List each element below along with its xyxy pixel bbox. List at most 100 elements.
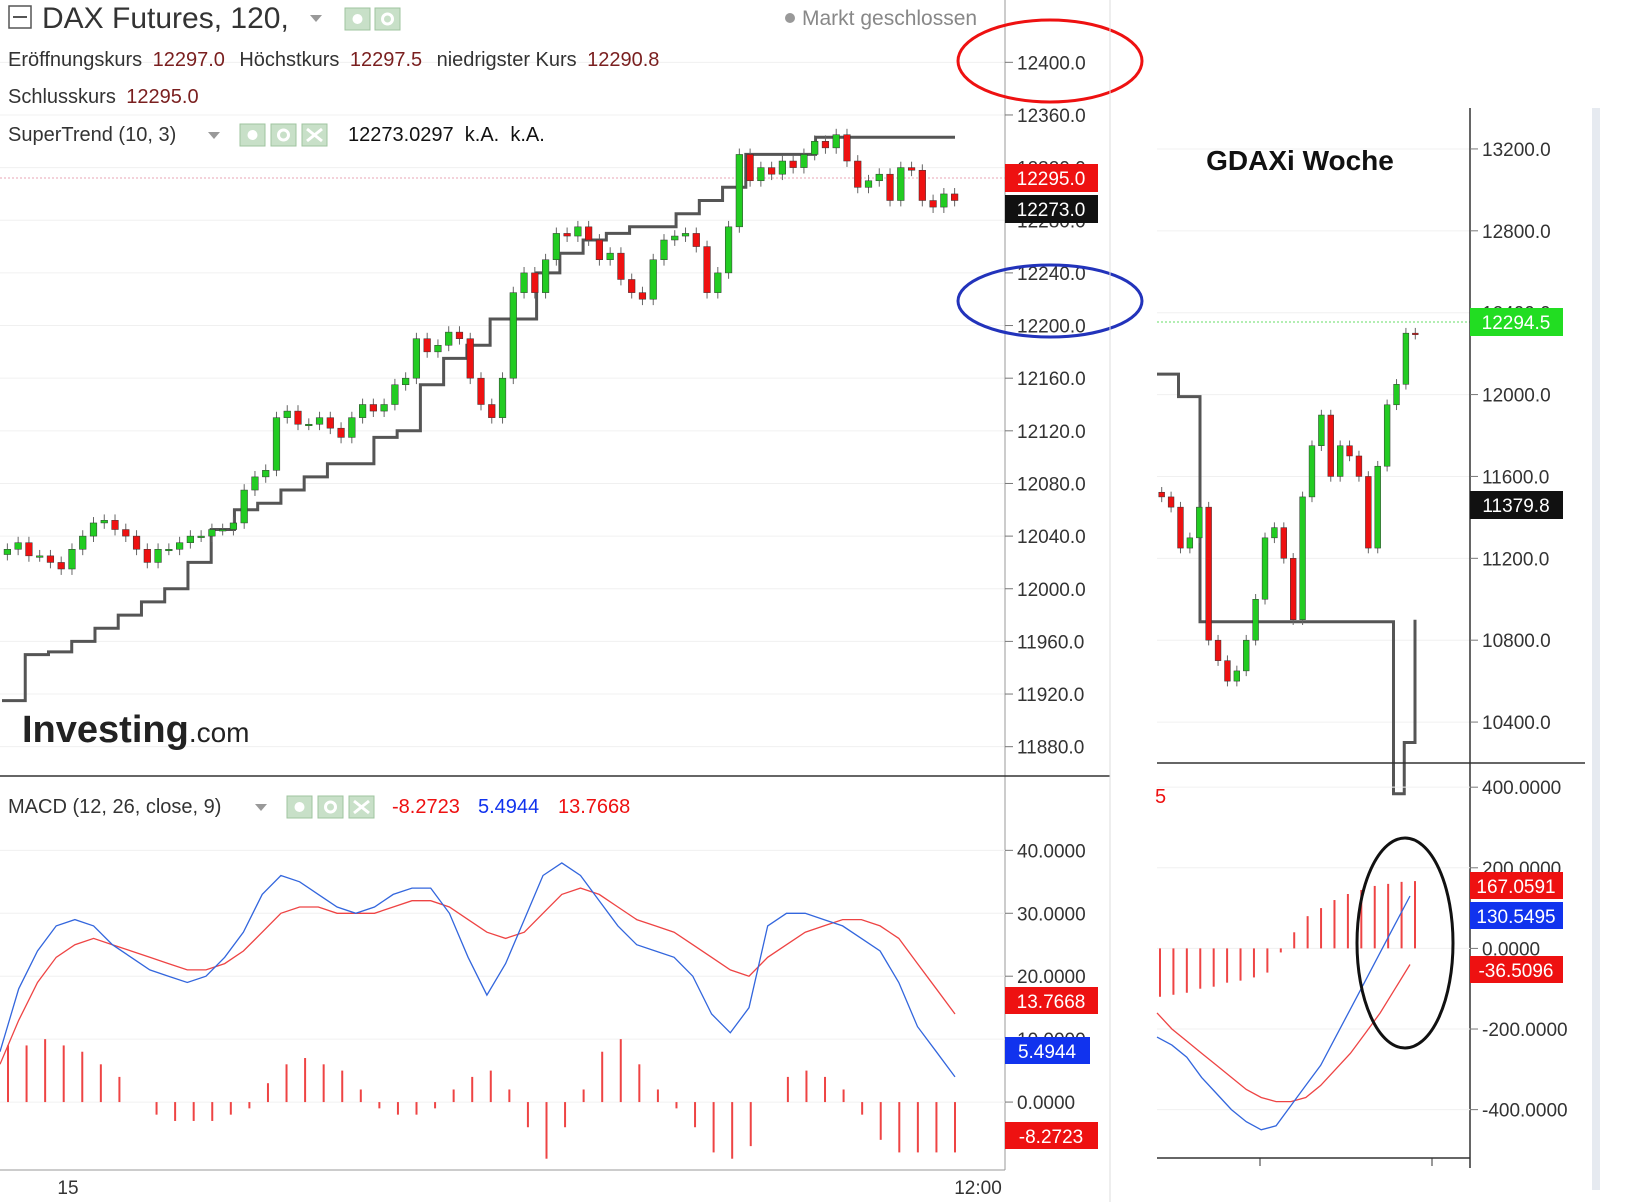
- symbol-title[interactable]: DAX Futures, 120,: [42, 2, 289, 35]
- supertrend-badge: 12273.0: [1017, 200, 1086, 221]
- weekly-title: GDAXi Woche: [1206, 145, 1394, 176]
- macd-value-2: 5.4944: [478, 796, 539, 818]
- main-candle: [606, 252, 614, 260]
- weekly-badge-macd: 130.5495: [1476, 907, 1555, 928]
- main-candle: [628, 279, 636, 293]
- weekly-candle: [1243, 639, 1250, 672]
- main-candle: [423, 338, 431, 353]
- main-candle: [918, 169, 926, 201]
- main-candle: [541, 259, 550, 293]
- main-tick-label: 11960.0: [1017, 632, 1084, 653]
- macd-badge-signal-bg: [1005, 987, 1098, 1014]
- main-candle: [326, 417, 334, 429]
- weekly-candle: [1412, 332, 1419, 335]
- main-candle: [434, 345, 442, 353]
- macd-badge-hist: -8.2723: [1019, 1127, 1083, 1148]
- macd-eye-icon[interactable]: [286, 795, 313, 819]
- main-candle: [57, 562, 65, 570]
- main-candle: [789, 160, 797, 168]
- main-candles: [3, 128, 959, 575]
- main-candle: [445, 331, 453, 346]
- main-tick-label: 12200.0: [1017, 317, 1086, 338]
- main-candle: [251, 476, 259, 491]
- weekly-candle: [1158, 491, 1165, 498]
- supertrend-close-icon[interactable]: [301, 123, 328, 147]
- supertrend-badge-bg: [1005, 195, 1098, 223]
- collapse-icon[interactable]: [8, 5, 32, 29]
- weekly-macd-line: [1156, 895, 1411, 1131]
- weekly-candle: [1252, 599, 1259, 641]
- main-candle: [79, 535, 87, 550]
- weekly-candle: [1308, 445, 1316, 498]
- macd-value-3: 13.7668: [558, 796, 630, 818]
- close-line: Schlusskurs 12295.0: [8, 86, 199, 108]
- main-candle: [272, 417, 281, 471]
- ohlc-line: Eröffnungskurs 12297.0 Höchstkurs 12297.…: [8, 49, 659, 71]
- main-candle: [800, 154, 808, 168]
- open-label: Eröffnungskurs: [8, 49, 142, 71]
- weekly-tick-label: 10400.0: [1482, 713, 1551, 734]
- main-candle: [886, 173, 894, 201]
- main-candle: [929, 200, 937, 208]
- supertrend-line: [2, 135, 955, 703]
- high-value: 12297.5: [350, 49, 422, 71]
- main-candle: [305, 423, 313, 426]
- main-tick-label: 12040.0: [1017, 527, 1086, 548]
- weekly-grid: [1157, 148, 1470, 723]
- main-candle: [757, 167, 765, 182]
- main-candle: [477, 377, 485, 405]
- main-candle: [143, 549, 151, 563]
- main-candle: [595, 239, 603, 260]
- main-candle: [531, 272, 539, 293]
- eye-icon[interactable]: [344, 7, 371, 31]
- main-candle: [208, 529, 216, 537]
- macd-close-icon[interactable]: [348, 795, 375, 819]
- main-candle: [498, 377, 507, 418]
- macd-line: [0, 862, 956, 1078]
- weekly-tick-label: 10800.0: [1482, 631, 1551, 652]
- macd-badge-macd-bg: [1005, 1037, 1090, 1064]
- gear-icon[interactable]: [374, 7, 401, 31]
- supertrend-eye-icon[interactable]: [239, 123, 266, 147]
- main-candle: [111, 520, 119, 530]
- supertrend-chevron-down-icon[interactable]: [208, 132, 220, 139]
- supertrend-label[interactable]: SuperTrend (10, 3): [8, 124, 176, 146]
- weekly-badge-hist-bg: [1470, 872, 1563, 899]
- macd-label[interactable]: MACD (12, 26, close, 9): [8, 796, 221, 818]
- main-candle: [864, 180, 873, 188]
- main-candle: [714, 272, 722, 293]
- main-candle: [660, 239, 668, 260]
- weekly-candle: [1365, 476, 1372, 549]
- weekly-price-axis: 13200.012800.012400.012000.011600.011200…: [1470, 140, 1551, 734]
- main-candle: [315, 417, 324, 425]
- macd-gear-icon[interactable]: [317, 795, 344, 819]
- close-value: 12295.0: [126, 86, 198, 108]
- weekly-candle: [1214, 639, 1222, 661]
- weekly-macd-tick-label: 0.0000: [1482, 939, 1540, 960]
- macd-tick-label: 20.0000: [1017, 967, 1086, 988]
- weekly-candle: [1318, 414, 1325, 446]
- main-candle: [154, 549, 162, 563]
- main-candle: [229, 522, 238, 530]
- main-price-panel: 12400.012360.012320.012280.012240.012200…: [0, 0, 1144, 1170]
- main-candle: [219, 529, 227, 532]
- main-candle: [369, 404, 377, 412]
- symbol-chevron-down-icon[interactable]: [310, 15, 322, 22]
- main-candle: [337, 427, 345, 438]
- weekly-last-price-badge-bg: [1470, 308, 1563, 336]
- main-candle: [585, 226, 593, 241]
- weekly-macd-panel: 400.0000200.00000.0000-200.0000-400.0000…: [1155, 778, 1568, 1166]
- main-candle: [412, 338, 421, 379]
- weekly-candle: [1336, 445, 1344, 477]
- macd-badge-hist-bg: [1005, 1122, 1098, 1149]
- main-candle: [638, 292, 647, 300]
- weekly-candle: [1402, 332, 1410, 385]
- macd-chevron-down-icon[interactable]: [255, 804, 267, 811]
- main-tick-label: 12000.0: [1017, 580, 1086, 601]
- supertrend-gear-icon[interactable]: [270, 123, 297, 147]
- main-tick-label: 12400.0: [1017, 53, 1086, 74]
- main-candle: [46, 555, 55, 563]
- weekly-tick-label: 11200.0: [1482, 549, 1549, 570]
